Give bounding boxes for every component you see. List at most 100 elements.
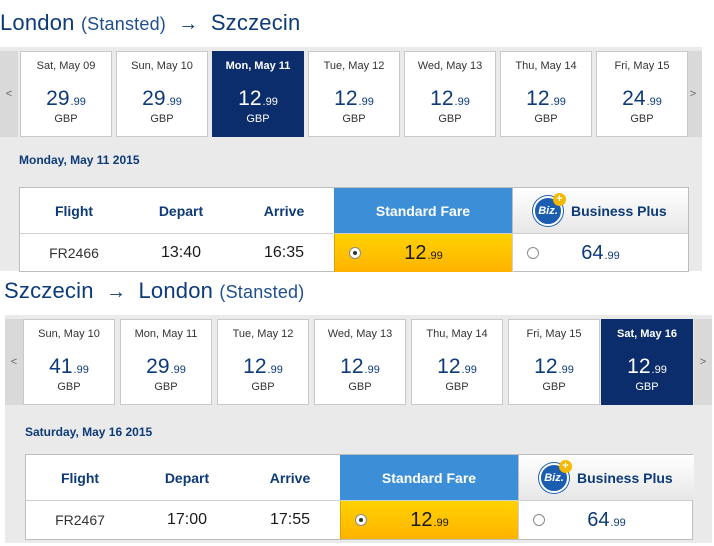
- business-plus-radio[interactable]: [533, 514, 545, 526]
- depart-time: 13:40: [160, 244, 202, 261]
- price-cents: .99: [267, 364, 283, 376]
- date-tile-3[interactable]: Wed, May 13 12.99 GBP: [314, 319, 406, 405]
- price-cents: .99: [358, 96, 374, 108]
- date-tile-date: Sun, May 10: [131, 60, 193, 72]
- date-tile-date: Thu, May 14: [426, 328, 488, 340]
- date-tile-currency: GBP: [246, 113, 270, 125]
- destination-city: London: [138, 278, 214, 303]
- business-plus-fare-cell[interactable]: 64.99: [512, 234, 688, 272]
- date-tile-date: Fri, May 15: [526, 328, 582, 340]
- date-tile-0[interactable]: Sat, May 09 29.99 GBP: [20, 51, 112, 137]
- header-flight: Flight: [60, 469, 100, 486]
- return-section: Szczecin → London (Stansted) < > Sun, Ma…: [0, 268, 714, 543]
- chevron-right-icon: >: [689, 88, 697, 100]
- outbound-fare-panel: < > Sat, May 09 29.99 GBP Sun, May 10 29…: [0, 47, 702, 272]
- header-arrive: Arrive: [263, 202, 305, 219]
- price-cents: .99: [73, 364, 89, 376]
- date-tile-5[interactable]: Thu, May 14 12.99 GBP: [500, 51, 592, 137]
- date-tile-date: Sat, May 16: [617, 328, 677, 340]
- standard-fare-cell[interactable]: 12.99: [340, 501, 518, 539]
- destination-city: Szczecin: [210, 10, 301, 35]
- route-title-return: Szczecin → London (Stansted): [4, 278, 304, 308]
- price-main: 12: [526, 87, 550, 110]
- price-cents: .99: [170, 364, 186, 376]
- prev-dates-button[interactable]: <: [0, 51, 18, 137]
- price-main: 12: [243, 355, 267, 378]
- flight-number: FR2466: [49, 245, 99, 261]
- header-arrive: Arrive: [269, 469, 311, 486]
- next-dates-button[interactable]: >: [684, 51, 702, 137]
- header-depart: Depart: [158, 202, 204, 219]
- date-tile-price: 29.99: [21, 87, 111, 110]
- chevron-left-icon: <: [10, 356, 18, 368]
- date-tile-currency: GBP: [342, 113, 366, 125]
- business-plus-label: Business Plus: [571, 202, 667, 219]
- price-cents: .99: [262, 96, 278, 108]
- date-tile-currency: GBP: [150, 113, 174, 125]
- price-cents: .99: [646, 96, 662, 108]
- flight-fare-table: Flight Depart Arrive Standard Fare Biz. +…: [19, 187, 689, 272]
- date-tile-currency: GBP: [54, 113, 78, 125]
- date-tile-currency: GBP: [348, 381, 372, 393]
- price-main: 64: [587, 508, 610, 531]
- price-main: 12: [410, 508, 433, 531]
- date-tile-currency: GBP: [630, 113, 654, 125]
- next-dates-button[interactable]: >: [694, 319, 712, 405]
- business-plus-price: 64.99: [587, 509, 626, 532]
- price-cents: .99: [610, 516, 626, 529]
- chevron-right-icon: >: [699, 356, 707, 368]
- business-plus-fare-cell[interactable]: 64.99: [518, 501, 694, 539]
- date-tile-price: 41.99: [24, 355, 114, 378]
- date-tile-1[interactable]: Sun, May 10 29.99 GBP: [116, 51, 208, 137]
- price-main: 41: [49, 355, 73, 378]
- date-tile-currency: GBP: [534, 113, 558, 125]
- prev-dates-button[interactable]: <: [5, 319, 23, 405]
- flight-number: FR2467: [55, 512, 105, 528]
- date-tile-currency: GBP: [438, 113, 462, 125]
- standard-fare-radio[interactable]: [349, 247, 361, 259]
- standard-fare-radio[interactable]: [355, 514, 367, 526]
- date-tile-date: Tue, May 12: [232, 328, 294, 340]
- business-plus-label: Business Plus: [577, 469, 673, 486]
- plus-badge-icon: +: [559, 459, 572, 473]
- outbound-section: London (Stansted) → Szczecin < > Sat, Ma…: [0, 0, 714, 272]
- price-main: 12: [340, 355, 364, 378]
- price-cents: .99: [550, 96, 566, 108]
- date-tile-4[interactable]: Wed, May 13 12.99 GBP: [404, 51, 496, 137]
- plus-badge-icon: +: [553, 192, 566, 206]
- arrive-time: 17:55: [269, 511, 311, 528]
- selected-date-heading: Monday, May 11 2015: [19, 153, 140, 167]
- date-tile-6[interactable]: Fri, May 15 24.99 GBP: [596, 51, 688, 137]
- date-tile-price: 12.99: [309, 87, 399, 110]
- date-tile-1[interactable]: Mon, May 11 29.99 GBP: [120, 319, 212, 405]
- date-tile-6-selected[interactable]: Sat, May 16 12.99 GBP: [601, 319, 693, 405]
- date-tile-0[interactable]: Sun, May 10 41.99 GBP: [23, 319, 115, 405]
- date-tile-4[interactable]: Thu, May 14 12.99 GBP: [411, 319, 503, 405]
- destination-airport: (Stansted): [219, 282, 305, 302]
- biz-plus-logo-icon: Biz. +: [533, 192, 566, 226]
- header-business-plus: Biz. + Business Plus: [512, 188, 688, 233]
- date-tile-price: 12.99: [509, 355, 599, 378]
- row-divider: [26, 500, 692, 501]
- date-tile-5[interactable]: Fri, May 15 12.99 GBP: [508, 319, 600, 405]
- price-main: 29: [46, 87, 70, 110]
- date-tile-price: 24.99: [597, 87, 687, 110]
- date-tile-currency: GBP: [154, 381, 178, 393]
- depart-time: 17:00: [166, 511, 208, 528]
- date-tile-2[interactable]: Tue, May 12 12.99 GBP: [217, 319, 309, 405]
- date-tile-3[interactable]: Tue, May 12 12.99 GBP: [308, 51, 400, 137]
- biz-plus-logo-icon: Biz. +: [539, 459, 572, 493]
- standard-fare-price: 12.99: [410, 509, 449, 532]
- biz-logo-text: Biz.: [538, 204, 558, 217]
- business-plus-radio[interactable]: [527, 247, 539, 259]
- route-arrow-icon: →: [178, 13, 199, 35]
- price-cents: .99: [461, 364, 477, 376]
- header-standard-fare: Standard Fare: [334, 188, 512, 233]
- standard-fare-cell[interactable]: 12.99: [334, 234, 512, 272]
- date-tile-currency: GBP: [542, 381, 566, 393]
- header-business-plus: Biz. + Business Plus: [518, 455, 694, 500]
- price-main: 12: [437, 355, 461, 378]
- price-main: 12: [238, 87, 262, 110]
- date-tile-2-selected[interactable]: Mon, May 11 12.99 GBP: [212, 51, 304, 137]
- price-main: 12: [534, 355, 558, 378]
